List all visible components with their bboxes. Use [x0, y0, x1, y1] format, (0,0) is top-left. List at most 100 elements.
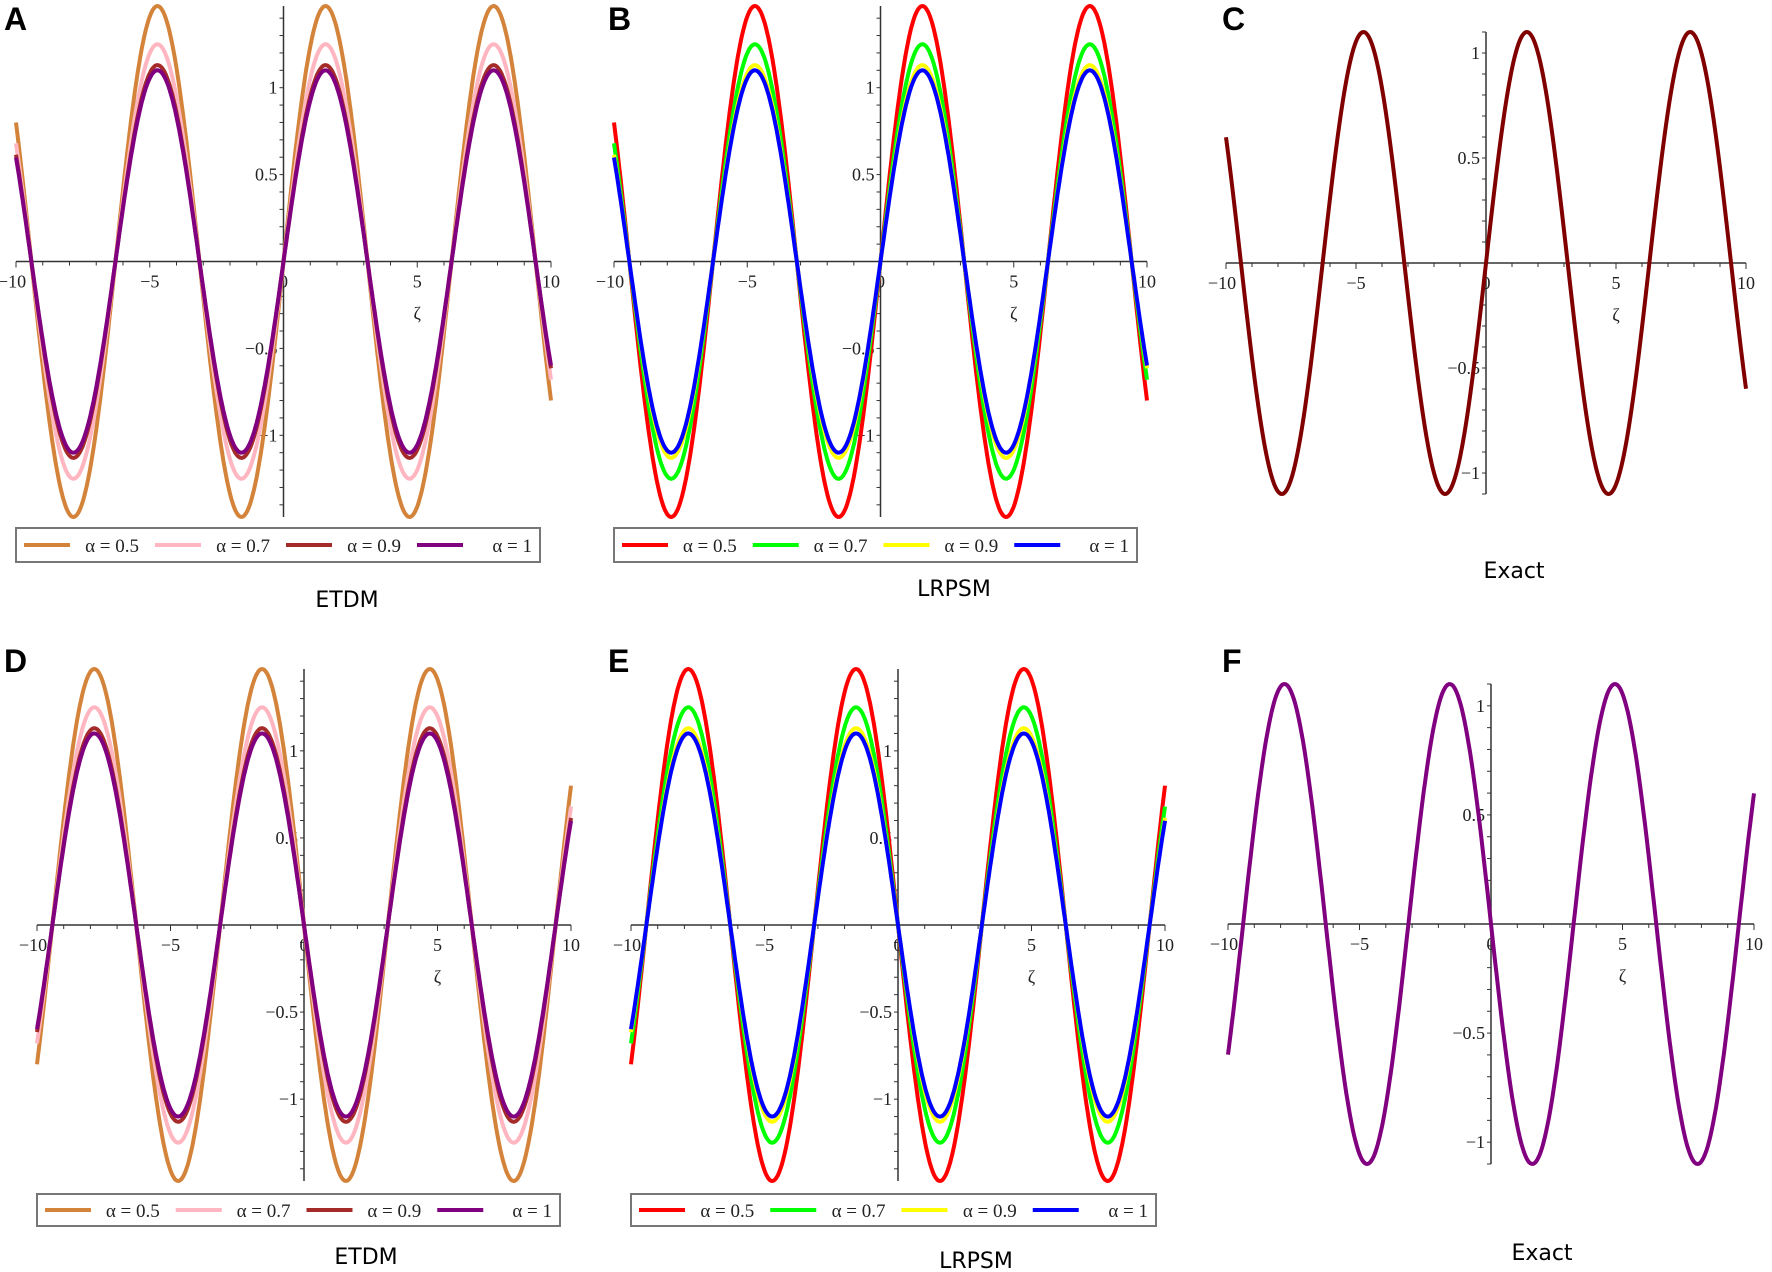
x-axis-label: ζ [1028, 967, 1036, 987]
legend-label: α = 0.7 [832, 1201, 886, 1222]
panel-f: F −10 −5 0 5 10 −1 −0.5 0.5 1 ζ Exact [1210, 643, 1763, 1266]
legend-label: α = 0.7 [216, 536, 270, 557]
legend: α = 0.5 α = 0.7 α = 0.9 α = 1 [36, 1193, 561, 1227]
legend-box [15, 527, 541, 563]
series-line [612, 68, 1149, 455]
y-tick-label: −0.5 [265, 1002, 298, 1022]
x-tick-label: 5 [1009, 272, 1018, 292]
y-tick-label: 1 [289, 741, 298, 761]
legend-label: α = 0.9 [963, 1201, 1017, 1222]
chart-title: ETDM [334, 1245, 397, 1270]
legend-box [36, 1193, 561, 1227]
y-tick-label: 1 [269, 78, 278, 98]
x-tick-label: 10 [1156, 935, 1174, 955]
x-tick-label: 10 [1745, 934, 1763, 954]
x-axis-label: ζ [1010, 304, 1018, 324]
x-tick-label: 0 [876, 272, 885, 292]
x-tick-label: 5 [1612, 273, 1621, 293]
x-tick-label: 0 [279, 272, 288, 292]
x-tick-label: −5 [755, 935, 774, 955]
y-tick-label: −1 [1461, 463, 1480, 483]
x-axis-label: ζ [434, 967, 442, 987]
legend-label: α = 0.9 [367, 1201, 421, 1222]
chart-title: LRPSM [939, 1249, 1013, 1272]
y-tick-label: 0.5 [255, 165, 278, 185]
x-tick-label: −10 [19, 935, 47, 955]
x-axis-label: ζ [1612, 305, 1620, 325]
legend-label: α = 1 [492, 536, 532, 557]
series-line [1224, 29, 1748, 497]
legend-label: α = 0.7 [814, 536, 868, 557]
legend: α = 0.5 α = 0.7 α = 0.9 α = 1 [613, 527, 1138, 563]
x-tick-label: −10 [1208, 273, 1236, 293]
chart-title: ETDM [315, 588, 378, 613]
x-tick-label: 10 [562, 935, 580, 955]
legend-label: α = 1 [512, 1201, 552, 1222]
x-tick-label: 0 [1482, 273, 1491, 293]
panel-label: D [4, 643, 27, 679]
legend-label: α = 0.5 [683, 536, 737, 557]
panel-label: E [608, 643, 629, 679]
legend-label: α = 0.7 [237, 1201, 291, 1222]
legend-label: α = 1 [1108, 1201, 1148, 1222]
x-tick-label: −10 [613, 935, 641, 955]
x-tick-label: 0 [1487, 934, 1496, 954]
x-tick-label: −10 [596, 272, 624, 292]
x-tick-label: −5 [161, 935, 180, 955]
x-tick-label: 10 [1138, 272, 1156, 292]
legend-label: α = 0.5 [700, 1201, 754, 1222]
chart-title: Exact [1483, 559, 1544, 584]
legend-label: α = 0.5 [85, 536, 139, 557]
panel-label: B [608, 1, 631, 37]
x-tick-label: 10 [1737, 273, 1755, 293]
y-tick-label: 1 [883, 741, 892, 761]
y-tick-label: 0.5 [852, 165, 875, 185]
legend-label: α = 0.9 [944, 536, 998, 557]
legend: α = 0.5 α = 0.7 α = 0.9 α = 1 [15, 527, 541, 563]
y-tick-label: −0.5 [859, 1002, 892, 1022]
y-tick-label: 0.5 [1463, 805, 1486, 825]
series-line [1226, 681, 1756, 1167]
x-tick-label: −5 [1346, 273, 1365, 293]
series-line [14, 68, 553, 455]
x-tick-label: 0 [300, 935, 309, 955]
x-tick-label: −5 [140, 272, 159, 292]
y-tick-label: −1 [1466, 1132, 1485, 1152]
x-tick-label: 10 [542, 272, 560, 292]
x-axis-label: ζ [1619, 966, 1627, 986]
x-tick-label: 5 [413, 272, 422, 292]
x-tick-label: −10 [0, 272, 26, 292]
y-tick-label: 0.5 [1458, 148, 1481, 168]
panel-label: A [4, 1, 27, 37]
x-tick-label: 5 [1618, 934, 1627, 954]
x-tick-label: −5 [738, 272, 757, 292]
chart-title: Exact [1511, 1241, 1572, 1266]
x-tick-label: 0 [894, 935, 903, 955]
y-tick-label: 1 [1471, 43, 1480, 63]
legend-label: α = 0.9 [347, 536, 401, 557]
y-tick-label: 1 [866, 78, 875, 98]
x-tick-label: −5 [1350, 934, 1369, 954]
x-axis-label: ζ [414, 304, 422, 324]
x-tick-label: 5 [1027, 935, 1036, 955]
y-tick-label: −1 [279, 1089, 298, 1109]
series-line [629, 731, 1167, 1119]
legend-label: α = 1 [1089, 536, 1129, 557]
x-tick-label: 5 [433, 935, 442, 955]
legend: α = 0.5 α = 0.7 α = 0.9 α = 1 [630, 1193, 1157, 1227]
panel-label: C [1222, 1, 1245, 37]
series-line [35, 731, 573, 1119]
chart-title: LRPSM [917, 577, 991, 602]
panel-label: F [1222, 643, 1242, 679]
x-tick-label: −10 [1210, 934, 1238, 954]
y-tick-label: −1 [873, 1089, 892, 1109]
y-tick-label: 1 [1476, 696, 1485, 716]
legend-label: α = 0.5 [106, 1201, 160, 1222]
y-tick-label: −0.5 [1452, 1023, 1485, 1043]
